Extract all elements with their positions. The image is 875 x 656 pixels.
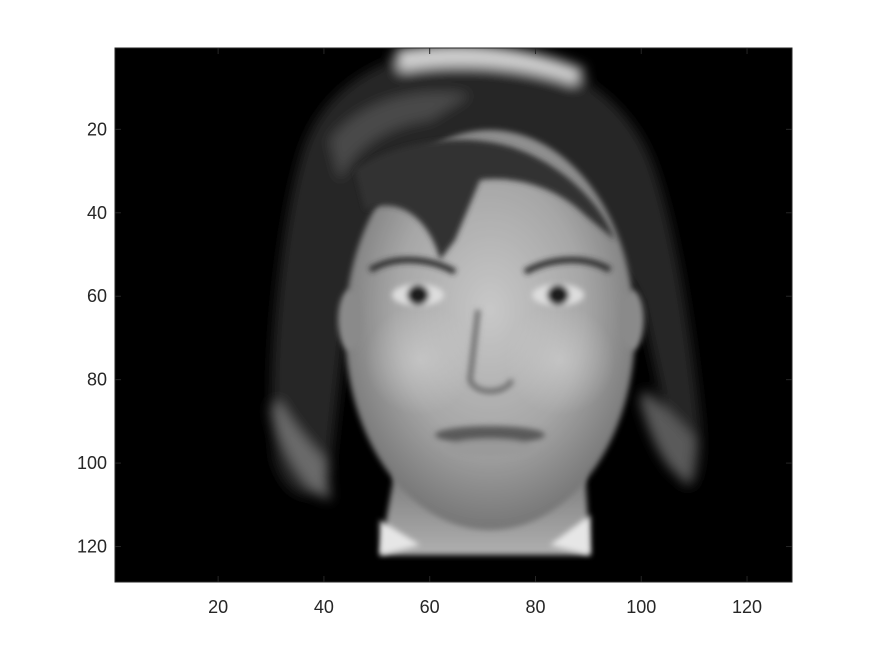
- y-tick-label: 20: [87, 119, 107, 139]
- x-tick-label: 40: [314, 597, 334, 617]
- x-tick-label: 80: [525, 597, 545, 617]
- axes: 20 40 60 80 100 120 20 40 60 80 100 120: [77, 47, 793, 617]
- x-tick-label: 20: [208, 597, 228, 617]
- x-tick-label: 100: [626, 597, 656, 617]
- y-tick-label: 120: [77, 537, 107, 557]
- facial-features: [368, 257, 612, 457]
- face: [338, 130, 644, 530]
- x-tick-label: 120: [732, 597, 762, 617]
- face-image: [115, 48, 792, 582]
- y-tick-label: 80: [87, 370, 107, 390]
- y-axis: 20 40 60 80 100 120: [77, 119, 792, 557]
- y-tick-label: 60: [87, 286, 107, 306]
- x-axis: 20 40 60 80 100 120: [208, 48, 762, 617]
- y-tick-label: 100: [77, 453, 107, 473]
- axes-frame: [114, 47, 793, 583]
- x-tick-label: 60: [420, 597, 440, 617]
- y-tick-label: 40: [87, 203, 107, 223]
